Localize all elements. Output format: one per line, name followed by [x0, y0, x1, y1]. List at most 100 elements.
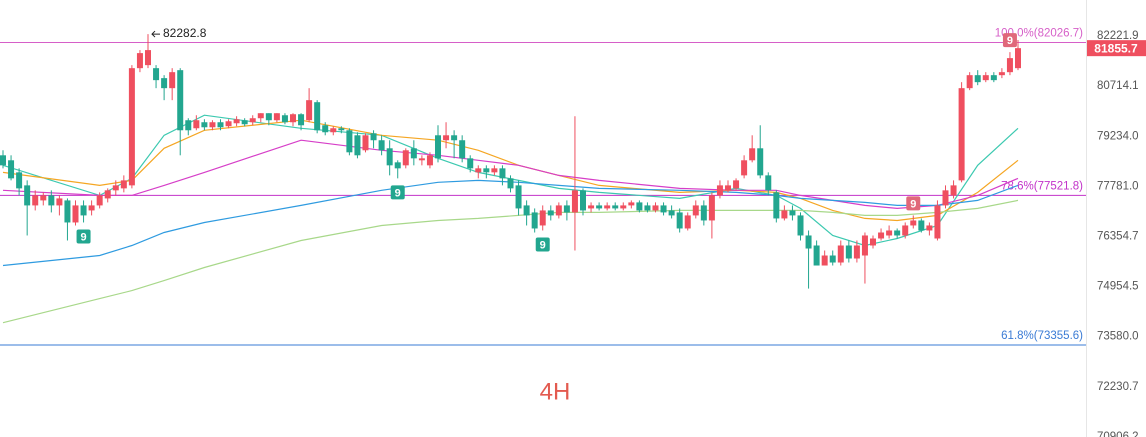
candle-body — [507, 178, 514, 189]
candle-body — [80, 205, 87, 216]
candle-body — [249, 118, 256, 123]
candle-body — [982, 75, 989, 81]
candle-body — [966, 75, 973, 89]
candle-body — [757, 148, 764, 176]
y-tick-label: 82221.9 — [1097, 30, 1139, 42]
candle-body — [8, 160, 15, 179]
candle-body — [128, 68, 135, 186]
candle-body — [571, 190, 578, 213]
candle-body — [523, 205, 530, 216]
candle-body — [88, 205, 95, 211]
candle-body — [322, 125, 329, 133]
candle-body — [402, 150, 409, 166]
candle-body — [491, 168, 498, 173]
candle-body — [16, 172, 23, 189]
candle-body — [684, 215, 691, 229]
candle-body — [741, 160, 748, 176]
candle-body — [225, 121, 232, 127]
candle-body — [257, 113, 264, 119]
candle-body — [435, 135, 441, 159]
candle-body — [40, 195, 47, 201]
candle-body — [499, 168, 506, 179]
candle-body — [797, 215, 804, 236]
td-marker-text: 9 — [910, 198, 916, 210]
candle-body — [459, 140, 466, 159]
candle-body — [56, 198, 63, 206]
fib-label: 61.8%(73355.6) — [1001, 330, 1083, 342]
candle-body — [934, 205, 941, 239]
candle-body — [354, 135, 361, 156]
candle-body — [861, 235, 868, 256]
candle-body — [588, 205, 595, 209]
candle-body — [894, 230, 901, 236]
candle-body — [829, 255, 836, 263]
candle-body — [547, 210, 554, 216]
high-arrow — [151, 30, 160, 38]
candle-body — [660, 205, 667, 213]
candle-body — [0, 155, 6, 166]
candle-body — [1015, 48, 1021, 69]
candle-body — [918, 220, 925, 231]
candle-body — [998, 72, 1005, 76]
candle-body — [378, 140, 385, 151]
candle-body — [515, 185, 522, 209]
candle-body — [531, 212, 538, 229]
candle-body — [201, 122, 208, 128]
candle-body — [483, 168, 490, 173]
candle-body — [604, 205, 611, 209]
candle-body — [781, 210, 788, 219]
candle-body — [120, 180, 127, 189]
candle-body — [193, 120, 200, 129]
td-marker — [535, 237, 550, 252]
candle-body — [265, 113, 272, 121]
candle-body — [596, 205, 603, 209]
td-marker-text: 9 — [80, 231, 86, 243]
candle-body — [974, 75, 981, 83]
candle-body — [773, 192, 780, 219]
candle-body — [169, 72, 176, 89]
td-marker — [1002, 33, 1017, 48]
ma-line — [2, 179, 1019, 267]
candle-body — [426, 155, 433, 166]
candle-body — [990, 75, 997, 81]
candle-body — [789, 210, 796, 216]
y-tick-label: 73580.0 — [1097, 331, 1139, 343]
candle-body — [338, 128, 345, 131]
candle-body — [306, 100, 313, 121]
candle-body — [668, 210, 675, 216]
y-tick-label: 72230.7 — [1097, 381, 1139, 393]
candle-body — [209, 122, 216, 128]
y-tick-label: 70906.2 — [1097, 431, 1139, 437]
candle-body — [72, 205, 79, 223]
candle-body — [555, 205, 562, 216]
candle-body — [475, 168, 482, 173]
candle-body — [24, 185, 31, 206]
candle-body — [394, 162, 401, 169]
candle-body — [716, 185, 723, 196]
candle-body — [628, 202, 635, 206]
candle-body — [386, 148, 393, 166]
td-marker-text: 9 — [1007, 35, 1013, 47]
candle-body — [217, 122, 224, 128]
candle-body — [443, 135, 450, 141]
last-price-box — [1087, 40, 1146, 57]
candle-body — [636, 202, 643, 211]
candle-body — [805, 235, 812, 249]
candle-body — [813, 245, 820, 266]
td-marker-text: 9 — [540, 239, 546, 251]
candle-body — [926, 225, 933, 231]
candle-body — [32, 195, 39, 206]
candle-body — [845, 245, 852, 259]
last-price-label: 81855.7 — [1094, 41, 1138, 55]
candle-body — [886, 230, 893, 236]
y-tick-label: 76354.7 — [1097, 231, 1139, 243]
candle-body — [692, 205, 699, 216]
candle-body — [298, 114, 305, 126]
candle-body — [878, 232, 885, 239]
candle-body — [749, 148, 756, 161]
candle-body — [942, 190, 949, 206]
candle-body — [273, 113, 280, 121]
